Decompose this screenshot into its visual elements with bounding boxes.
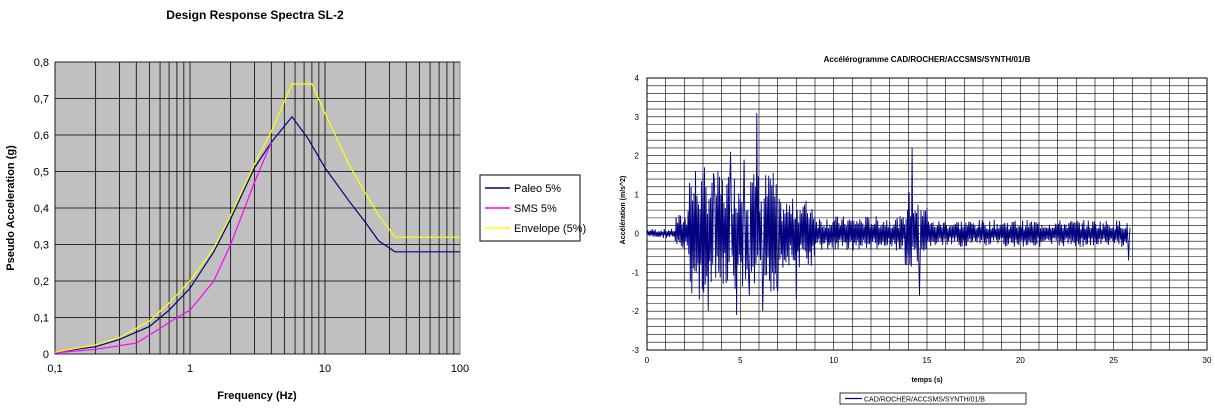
legend-label: Paleo 5% [514,183,561,195]
x-tick-label: 100 [451,363,469,375]
x-tick-labels: 0 5 10 15 20 25 30 [645,356,1212,365]
y-tick-label: 0,7 [34,94,49,106]
x-tick-label: 0,1 [47,363,62,375]
x-tick-label: 5 [738,356,743,365]
legend-label: Envelope (5%) [514,223,586,235]
y-axis-label: Accélération (m/s^2) [619,176,627,245]
x-axis-label: temps (s) [911,377,942,384]
accelerogram-chart: Accélérogramme CAD/ROCHER/ACCSMS/SYNTH/0… [619,55,1212,405]
y-tick-label: 0,1 [34,313,49,325]
y-tick-label: 0,2 [34,276,49,288]
legend: CAD/ROCHER/ACCSMS/SYNTH/01/B [839,392,1027,405]
x-tick-label: 10 [319,363,331,375]
series-group [646,112,1131,316]
y-tick-label: 0,3 [34,240,49,252]
x-tick-label: 30 [1203,356,1212,365]
y-tick-label: -1 [632,268,640,277]
response-spectra-chart: Design Response Spectra SL-2 00,10,20,30… [5,8,586,402]
y-tick-label: 0,4 [34,203,49,215]
x-tick-label: 25 [1109,356,1118,365]
y-tick-label: 0,5 [34,167,49,179]
y-tick-label: 0 [635,229,640,238]
y-tick-labels: -3 -2 -1 0 1 2 3 4 [632,74,640,355]
x-tick-label: 20 [1016,356,1025,365]
legend-box [839,392,1027,405]
x-axis-label: Frequency (Hz) [217,390,297,402]
y-tick-labels: 0 0,1 0,2 0,3 0,4 0,5 0,6 0,7 0,8 [34,57,49,361]
legend-label: CAD/ROCHER/ACCSMS/SYNTH/01/B [864,397,985,404]
x-tick-label: 15 [923,356,932,365]
chart-title: Design Response Spectra SL-2 [166,8,344,22]
series-line-2 [54,142,272,354]
chart-title: Accélérogramme CAD/ROCHER/ACCSMS/SYNTH/0… [824,55,1031,64]
y-tick-label: -3 [632,346,640,355]
y-tick-label: 0,6 [34,130,49,142]
series-line-3 [54,83,460,353]
x-tick-label: 0 [645,356,650,365]
y-tick-label: 1 [635,191,640,200]
series-line-1 [54,115,460,353]
y-tick-label: 2 [635,152,640,161]
x-tick-label: 1 [187,363,193,375]
y-tick-label: -2 [632,307,640,316]
y-tick-label: 0 [43,349,49,361]
grid [54,61,460,355]
series-group [54,83,460,354]
y-axis-label: Pseudo Acceleration (g) [5,145,17,271]
x-tick-label: 10 [829,356,838,365]
y-tick-label: 4 [635,74,640,83]
legend-label: SMS 5% [514,203,557,215]
x-tick-labels: 0,1 1 10 100 [47,363,469,375]
y-tick-label: 0,8 [34,57,49,69]
y-tick-label: 3 [635,113,640,122]
legend: Paleo 5% SMS 5% Envelope (5%) [479,174,586,242]
series-line-1 [646,112,1131,316]
